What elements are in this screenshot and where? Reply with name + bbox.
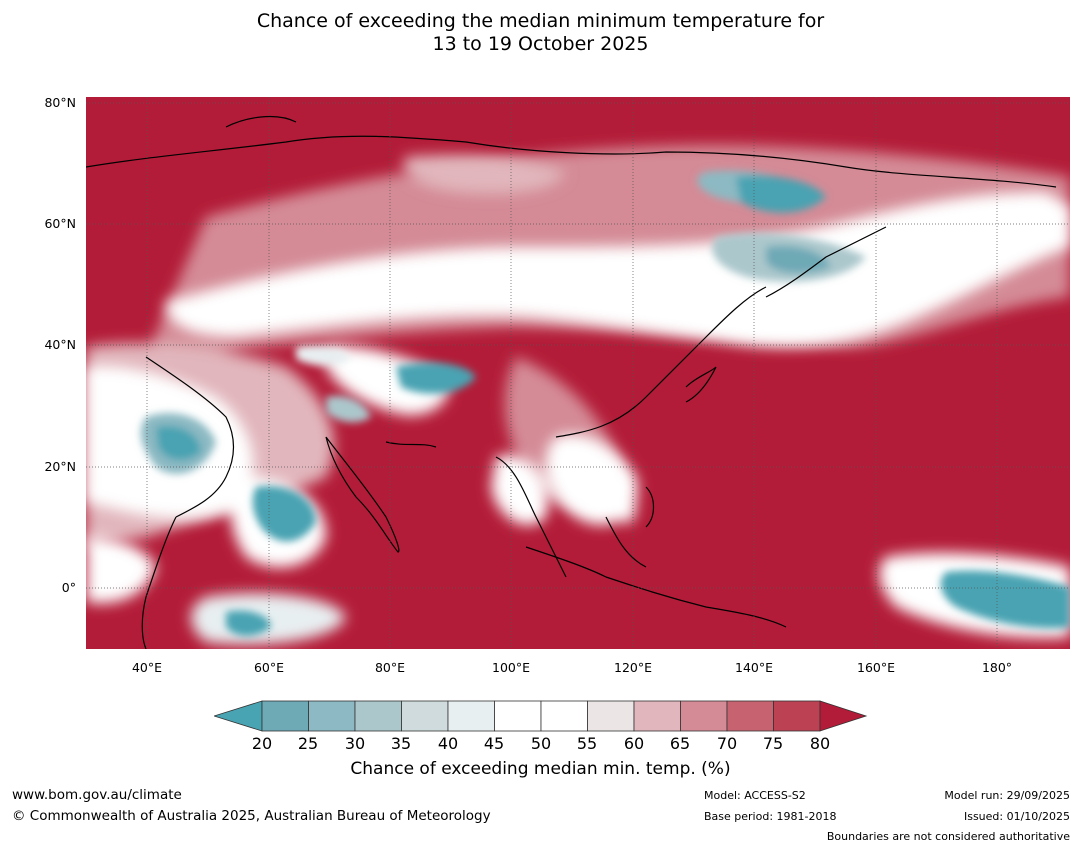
copyright-text: © Commonwealth of Australia 2025, Austra…: [12, 808, 491, 824]
colorbar-segment-40-45: [447, 700, 495, 732]
colorbar-low-extend: [214, 700, 263, 732]
colorbar-tick-50: 50: [530, 734, 552, 753]
colorbar-tick-55: 55: [576, 734, 598, 753]
model-run-date: Model run: 29/09/2025: [944, 789, 1070, 802]
colorbar-segment-60-65: [633, 700, 681, 732]
colorbar-segment-45-50: [494, 700, 542, 732]
colorbar-segments: [261, 700, 821, 732]
lat-label-0: 0°: [61, 580, 76, 595]
colorbar-segment-50-55: [540, 700, 588, 732]
teal-patches: [140, 170, 1070, 636]
colorbar-segment-30-35: [354, 700, 402, 732]
lat-label-20n: 20°N: [44, 459, 76, 474]
boundary-disclaimer: Boundaries are not considered authoritat…: [826, 830, 1070, 843]
lon-label-40e: 40°E: [131, 660, 163, 675]
colorbar-tick-45: 45: [483, 734, 505, 753]
colorbar-segment-55-60: [587, 700, 635, 732]
model-name: Model: ACCESS-S2: [704, 789, 806, 802]
colorbar-label: Chance of exceeding median min. temp. (%…: [350, 759, 731, 779]
colorbar-segment-75-80: [773, 700, 821, 732]
lon-label-180: 180°: [981, 660, 1013, 675]
lon-label-80e: 80°E: [374, 660, 406, 675]
website-link[interactable]: www.bom.gov.au/climate: [12, 787, 182, 803]
colorbar-segment-65-70: [680, 700, 728, 732]
colorbar-segment-20-25: [261, 700, 309, 732]
lon-label-120e: 120°E: [613, 660, 653, 675]
lon-label-160e: 160°E: [856, 660, 896, 675]
graticule: [86, 97, 1070, 649]
colorbar-tick-60: 60: [623, 734, 645, 753]
colorbar: [214, 700, 868, 732]
chart-title: Chance of exceeding the median minimum t…: [0, 10, 1081, 56]
lon-label-100e: 100°E: [491, 660, 531, 675]
colorbar-segment-70-75: [726, 700, 774, 732]
map-svg: [86, 97, 1070, 649]
lon-label-60e: 60°E: [253, 660, 285, 675]
probability-map: [86, 97, 1070, 649]
issued-date: Issued: 01/10/2025: [963, 810, 1070, 823]
colorbar-tick-35: 35: [390, 734, 412, 753]
colorbar-tick-65: 65: [669, 734, 691, 753]
lat-label-60n: 60°N: [44, 216, 76, 231]
colorbar-segment-35-40: [401, 700, 449, 732]
colorbar-tick-80: 80: [809, 734, 831, 753]
title-line-1: Chance of exceeding the median minimum t…: [256, 10, 825, 32]
colorbar-tick-20: 20: [251, 734, 273, 753]
lat-label-80n: 80°N: [44, 95, 76, 110]
lat-label-40n: 40°N: [44, 337, 76, 352]
base-period: Base period: 1981-2018: [704, 810, 837, 823]
colorbar-tick-40: 40: [437, 734, 459, 753]
colorbar-segment-25-30: [308, 700, 356, 732]
colorbar-tick-75: 75: [762, 734, 784, 753]
colorbar-tick-30: 30: [344, 734, 366, 753]
colorbar-tick-25: 25: [297, 734, 319, 753]
coastlines: [86, 116, 1057, 649]
colorbar-tick-70: 70: [716, 734, 738, 753]
title-line-2: 13 to 19 October 2025: [432, 33, 649, 55]
neutral-belt: [86, 155, 1070, 645]
colorbar-high-extend: [819, 700, 868, 732]
lon-label-140e: 140°E: [734, 660, 774, 675]
